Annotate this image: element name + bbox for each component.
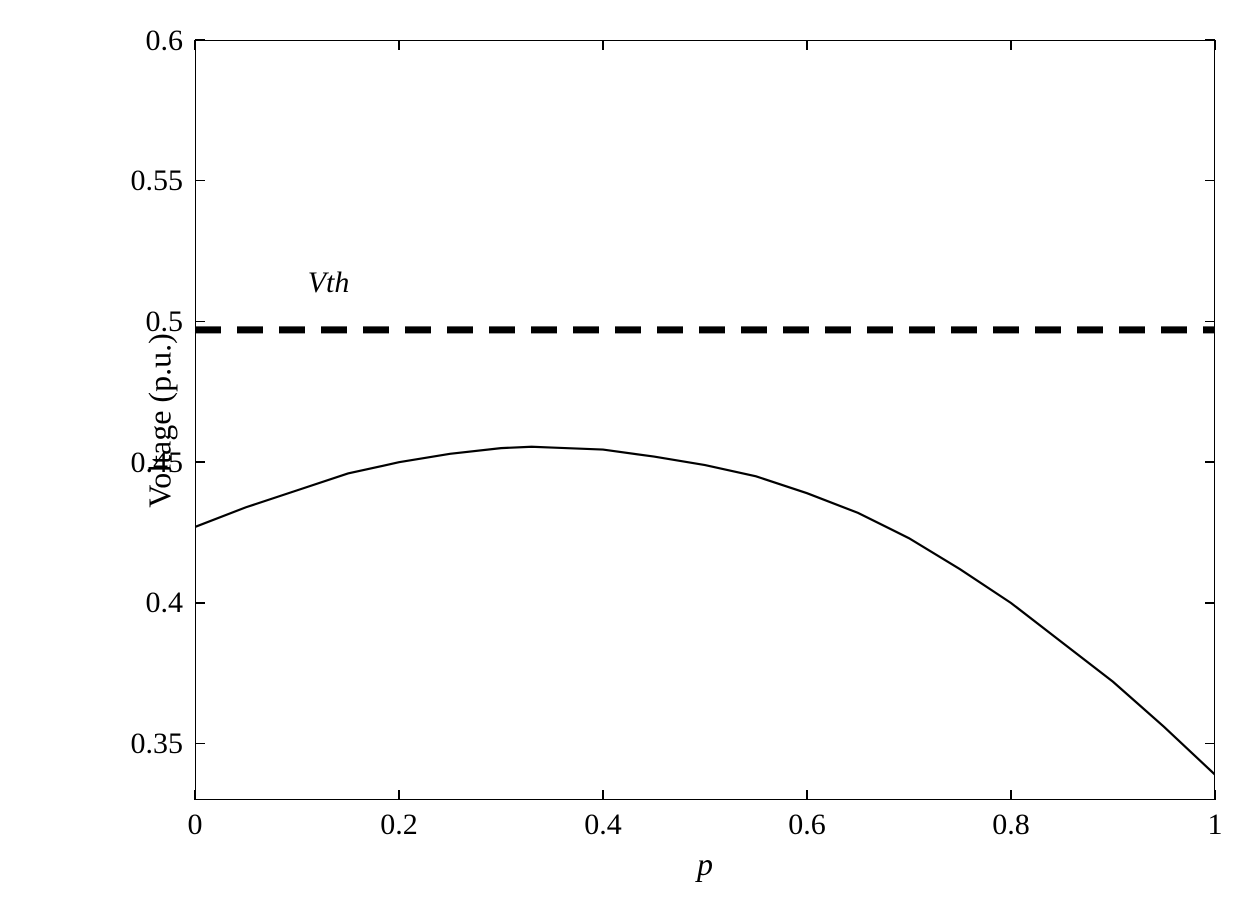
y-tick <box>195 39 205 41</box>
y-tick-label: 0.5 <box>103 305 183 339</box>
x-tick <box>806 790 808 800</box>
x-tick <box>398 790 400 800</box>
x-tick <box>602 40 604 50</box>
voltage-chart: Voltage (p.u.) p Vth 0.350.40.450.50.550… <box>40 20 1220 890</box>
y-tick <box>195 602 205 604</box>
x-tick-label: 0 <box>155 808 235 842</box>
y-tick <box>1205 602 1215 604</box>
x-tick <box>806 40 808 50</box>
chart-svg <box>40 20 1220 890</box>
x-tick <box>1010 40 1012 50</box>
x-tick-label: 0.2 <box>359 808 439 842</box>
y-tick <box>1205 180 1215 182</box>
y-tick <box>1205 321 1215 323</box>
y-tick-label: 0.6 <box>103 24 183 58</box>
x-tick-label: 1 <box>1175 808 1239 842</box>
y-tick <box>195 461 205 463</box>
y-tick <box>195 743 205 745</box>
x-tick <box>398 40 400 50</box>
x-tick <box>1214 40 1216 50</box>
y-tick <box>1205 461 1215 463</box>
y-tick <box>1205 743 1215 745</box>
x-tick <box>1010 790 1012 800</box>
series-voltage-curve <box>195 447 1215 775</box>
x-tick-label: 0.8 <box>971 808 1051 842</box>
y-tick-label: 0.45 <box>103 446 183 480</box>
x-tick-label: 0.6 <box>767 808 847 842</box>
x-tick <box>194 40 196 50</box>
y-tick-label: 0.35 <box>103 727 183 761</box>
y-tick <box>195 180 205 182</box>
y-tick-label: 0.4 <box>103 586 183 620</box>
x-tick-label: 0.4 <box>563 808 643 842</box>
y-tick <box>195 321 205 323</box>
x-tick <box>602 790 604 800</box>
x-tick <box>1214 790 1216 800</box>
y-tick-label: 0.55 <box>103 164 183 198</box>
x-tick <box>194 790 196 800</box>
